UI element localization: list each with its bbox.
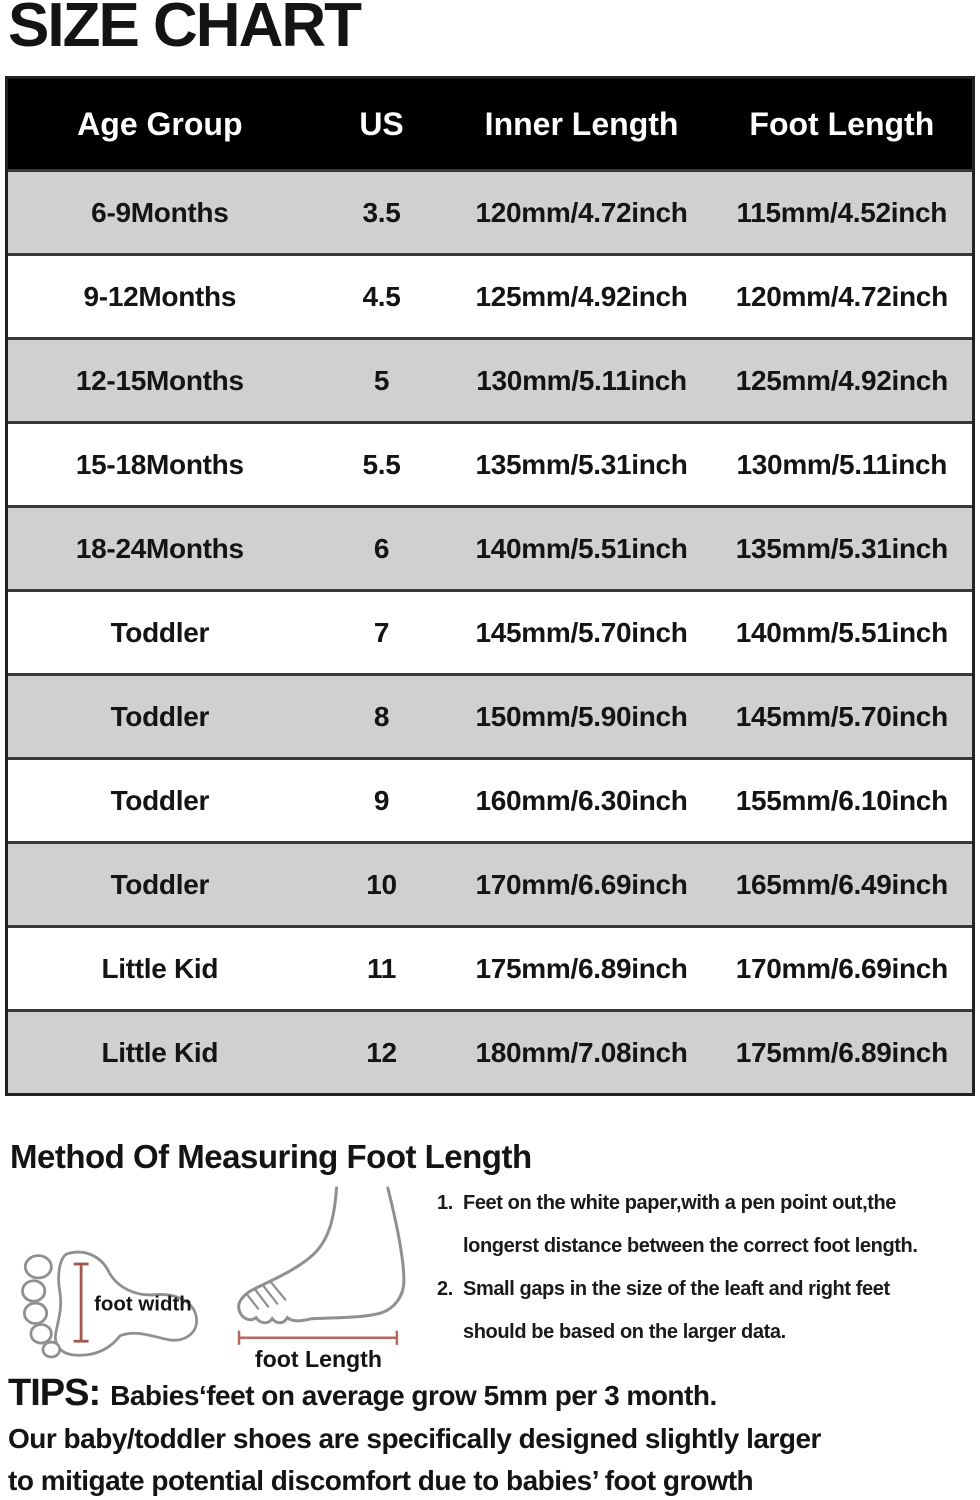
inner-length-cell: 140mm/5.51inch xyxy=(475,532,688,564)
foot-length-diagram: foot Length xyxy=(237,1186,406,1372)
toe-circle xyxy=(29,1323,53,1345)
age-group-cell: 6-9Months xyxy=(91,196,229,228)
instruction-2: 2. Small gaps in the size of the leaft a… xyxy=(437,1278,975,1321)
age-group-cell: Toddler xyxy=(110,868,210,900)
tips-row: TIPS: Babies‘feet on average grow 5mm pe… xyxy=(8,1372,974,1418)
header-inner-length: Inner Length xyxy=(484,105,679,142)
header-age-group: Age Group xyxy=(77,105,243,142)
foot-length-cell: 120mm/4.72inch xyxy=(735,280,948,312)
us-size-cell: 10 xyxy=(366,868,397,900)
size-table-body: 6-9Months 3.5 120mm/4.72inch 115mm/4.52inch… xyxy=(8,169,972,1093)
us-size-cell: 9 xyxy=(373,784,390,816)
age-group-cell: Little Kid xyxy=(101,952,219,984)
us-size-cell: 5 xyxy=(373,364,390,396)
table-row: Toddler 9 160mm/6.30inch 155mm/6.10inch xyxy=(8,757,972,841)
us-size-cell: 6 xyxy=(373,532,390,564)
age-group-cell: 9-12Months xyxy=(83,280,237,312)
foot-length-cell: 125mm/4.92inch xyxy=(735,364,948,396)
foot-length-cell: 145mm/5.70inch xyxy=(735,700,948,732)
inner-length-cell: 175mm/6.89inch xyxy=(475,952,688,984)
width-measure-line xyxy=(73,1262,89,1343)
us-size-cell: 12 xyxy=(366,1036,397,1068)
foot-length-cell: 175mm/6.89inch xyxy=(735,1036,948,1068)
table-row: 18-24Months 6 140mm/5.51inch 135mm/5.31inch xyxy=(8,505,972,589)
inner-length-cell: 130mm/5.11inch xyxy=(476,364,687,396)
age-group-cell: Toddler xyxy=(110,700,210,732)
us-size-cell: 3.5 xyxy=(362,196,401,228)
foot-length-cell: 170mm/6.69inch xyxy=(735,952,948,984)
table-row: Toddler 10 170mm/6.69inch 165mm/6.49inch xyxy=(8,841,972,925)
instruction-1-cont: longerst distance between the correct fo… xyxy=(437,1235,975,1278)
toe-circle xyxy=(21,1279,47,1303)
toe-hatching xyxy=(245,1281,287,1310)
table-row: Little Kid 11 175mm/6.89inch 170mm/6.69inch xyxy=(8,925,972,1009)
age-group-cell: Toddler xyxy=(110,616,210,648)
instruction-text: should be based on the larger data. xyxy=(463,1321,786,1343)
age-group-cell: 12-15Months xyxy=(75,364,244,396)
tips-section: TIPS: Babies‘feet on average grow 5mm pe… xyxy=(8,1372,974,1500)
instruction-number: 2. xyxy=(437,1278,453,1300)
foot-length-cell: 165mm/6.49inch xyxy=(735,868,948,900)
table-row: Toddler 7 145mm/5.70inch 140mm/5.51inch xyxy=(8,589,972,673)
table-header-row: Age Group US Inner Length Foot Length xyxy=(8,79,972,169)
us-size-cell: 4.5 xyxy=(362,280,401,312)
inner-length-cell: 180mm/7.08inch xyxy=(475,1036,688,1068)
foot-length-cell: 140mm/5.51inch xyxy=(735,616,948,648)
table-row: Little Kid 12 180mm/7.08inch 175mm/6.89inch xyxy=(8,1009,972,1093)
instruction-text: Feet on the white paper,with a pen point… xyxy=(463,1192,897,1214)
inner-length-cell: 145mm/5.70inch xyxy=(475,616,688,648)
instruction-2-cont: should be based on the larger data. xyxy=(437,1321,975,1364)
inner-length-cell: 120mm/4.72inch xyxy=(475,196,688,228)
table-row: 6-9Months 3.5 120mm/4.72inch 115mm/4.52inch xyxy=(8,169,972,253)
foot-side-outline xyxy=(237,1186,406,1325)
method-heading: Method Of Measuring Foot Length xyxy=(10,1138,532,1175)
measuring-instructions: 1. Feet on the white paper,with a pen po… xyxy=(437,1192,975,1364)
age-group-cell: 15-18Months xyxy=(75,448,244,480)
us-size-cell: 7 xyxy=(373,616,390,648)
us-size-cell: 11 xyxy=(367,952,397,984)
instruction-text: longerst distance between the correct fo… xyxy=(463,1235,918,1257)
foot-sole-outline xyxy=(54,1250,198,1357)
table-row: Toddler 8 150mm/5.90inch 145mm/5.70inch xyxy=(8,673,972,757)
page-title: SIZE CHART xyxy=(8,0,362,60)
us-size-cell: 5.5 xyxy=(362,448,401,480)
foot-length-cell: 135mm/5.31inch xyxy=(735,532,948,564)
inner-length-cell: 150mm/5.90inch xyxy=(475,700,688,732)
age-group-cell: Little Kid xyxy=(101,1036,219,1068)
foot-length-cell: 115mm/4.52inch xyxy=(736,196,948,228)
inner-length-cell: 125mm/4.92inch xyxy=(475,280,688,312)
us-size-cell: 8 xyxy=(373,700,390,732)
inner-length-cell: 160mm/6.30inch xyxy=(475,784,688,816)
foot-length-label: foot Length xyxy=(255,1346,382,1372)
age-group-cell: 18-24Months xyxy=(75,532,244,564)
length-measure-line xyxy=(237,1330,399,1345)
size-table: Age Group US Inner Length Foot Length 6-… xyxy=(5,76,975,1096)
header-foot-length: Foot Length xyxy=(749,105,935,142)
instruction-1: 1. Feet on the white paper,with a pen po… xyxy=(437,1192,975,1235)
tips-text-line3: to mitigate potential discomfort due to … xyxy=(8,1465,754,1496)
instruction-number: 1. xyxy=(437,1192,453,1214)
foot-length-cell: 130mm/5.11inch xyxy=(736,448,948,480)
table-row: 12-15Months 5 130mm/5.11inch 125mm/4.92inch xyxy=(8,337,972,421)
toe-circle xyxy=(41,1340,62,1359)
instruction-text: Small gaps in the size of the leaft and … xyxy=(463,1278,890,1300)
inner-length-cell: 135mm/5.31inch xyxy=(475,448,688,480)
foot-length-cell: 155mm/6.10inch xyxy=(735,784,948,816)
toe-circle xyxy=(23,1254,53,1280)
foot-width-label: foot width xyxy=(94,1293,192,1316)
tips-text-line1: Babies‘feet on average grow 5mm per 3 mo… xyxy=(110,1380,717,1411)
age-group-cell: Toddler xyxy=(110,784,210,816)
foot-width-diagram: foot width xyxy=(21,1250,198,1359)
toe-circle xyxy=(22,1301,49,1325)
header-us-size: US xyxy=(359,105,404,142)
table-row: 15-18Months 5.5 135mm/5.31inch 130mm/5.11in… xyxy=(8,421,972,505)
tips-text-line2: Our baby/toddler shoes are specifically … xyxy=(8,1423,821,1454)
inner-length-cell: 170mm/6.69inch xyxy=(475,868,688,900)
tips-label: TIPS: xyxy=(8,1372,101,1414)
table-row: 9-12Months 4.5 125mm/4.92inch 120mm/4.72inc… xyxy=(8,253,972,337)
